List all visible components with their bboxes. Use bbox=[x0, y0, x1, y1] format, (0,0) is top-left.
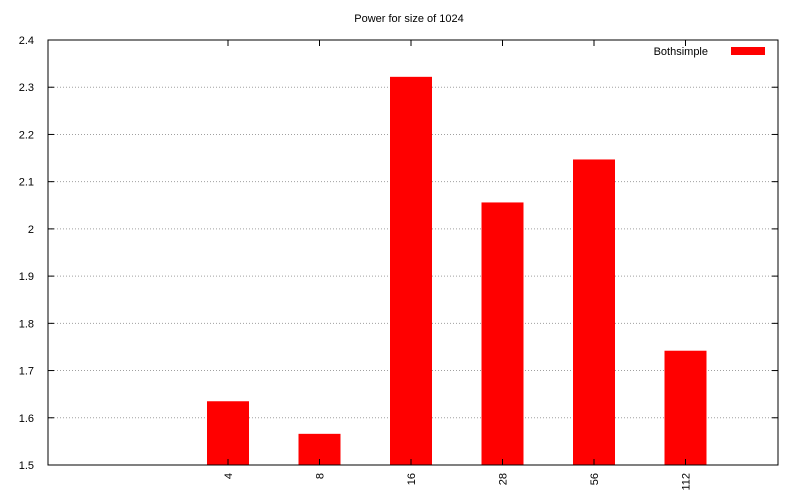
bar-56 bbox=[573, 159, 615, 465]
y-tick-label: 1.6 bbox=[19, 413, 34, 425]
x-tick-label: 112 bbox=[681, 473, 693, 491]
y-axis: 1.5 1.6 1.7 1.8 1.9 2 2.1 2.2 2.3 2.4 bbox=[19, 35, 778, 472]
x-tick-label: 4 bbox=[223, 473, 235, 479]
y-tick-label: 2.2 bbox=[19, 129, 34, 141]
plot-frame bbox=[47, 39, 779, 466]
x-tick-label: 8 bbox=[315, 473, 327, 479]
bar-4 bbox=[207, 401, 249, 465]
legend-label: Bothsimple bbox=[654, 46, 708, 58]
y-tick-label: 1.5 bbox=[19, 460, 34, 472]
bar-28 bbox=[481, 202, 524, 465]
y-tick-label: 2.1 bbox=[19, 177, 34, 189]
y-tick-label: 2.3 bbox=[19, 82, 34, 94]
y-tick-label: 1.7 bbox=[19, 366, 34, 378]
chart-title: Power for size of 1024 bbox=[354, 13, 463, 25]
y-tick-label: 1.9 bbox=[19, 271, 34, 283]
x-axis: 4 8 16 28 56 112 bbox=[223, 40, 693, 491]
y-tick-label: 1.8 bbox=[19, 318, 34, 330]
legend-swatch bbox=[731, 47, 765, 55]
x-tick-label: 56 bbox=[589, 473, 601, 485]
y-tick-label: 2 bbox=[28, 224, 34, 236]
bar-16 bbox=[390, 76, 432, 465]
legend: Bothsimple bbox=[654, 46, 765, 58]
bar-112 bbox=[664, 350, 707, 465]
x-tick-label: 16 bbox=[406, 473, 418, 485]
x-tick-label: 28 bbox=[498, 473, 510, 485]
bars bbox=[207, 76, 707, 465]
y-tick-label: 2.4 bbox=[19, 35, 34, 47]
